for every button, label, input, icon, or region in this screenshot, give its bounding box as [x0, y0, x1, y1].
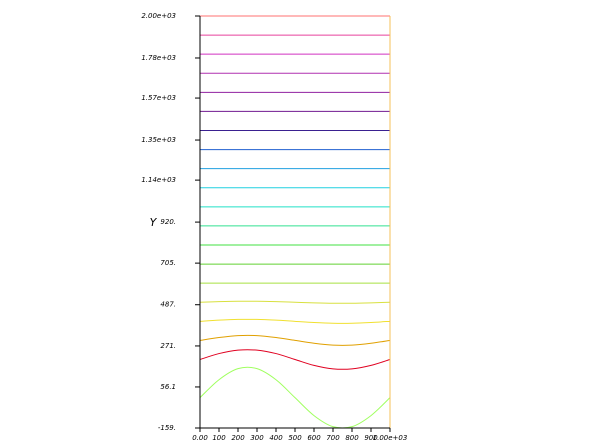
- contour-line: [199, 349, 391, 370]
- y-tick-label: 271.: [160, 342, 176, 350]
- x-tick-label: 500: [288, 434, 302, 441]
- y-tick-label: 1.57e+03: [141, 94, 176, 102]
- x-tick-label: 700: [326, 434, 340, 441]
- contour-line: [199, 318, 391, 324]
- y-tick-label: 705.: [160, 259, 176, 267]
- y-tick-label: 1.14e+03: [141, 176, 176, 184]
- y-tick-label: 1.35e+03: [141, 136, 176, 144]
- x-tick-label: 1.00e+03: [373, 434, 408, 441]
- y-axis-label: Y: [150, 216, 158, 229]
- contour-line: [199, 300, 391, 304]
- x-tick-label: 400: [269, 434, 283, 441]
- y-tick-label: 920.: [160, 218, 176, 226]
- x-tick-label: 200: [231, 434, 245, 441]
- x-tick-label: 300: [250, 434, 264, 441]
- contour-line: [199, 366, 391, 429]
- x-tick-label: 0.00: [192, 434, 208, 441]
- y-tick-label: 487.: [160, 301, 176, 309]
- x-tick-label: 900: [364, 434, 378, 441]
- y-tick-label: 56.1: [160, 383, 176, 391]
- y-tick-label: 2.00e+03: [141, 12, 176, 20]
- x-tick-label: 800: [345, 434, 359, 441]
- contour-line: [199, 334, 391, 346]
- x-tick-label: 600: [307, 434, 321, 441]
- x-tick-label: 100: [212, 434, 226, 441]
- y-tick-label: -159.: [158, 424, 176, 432]
- y-tick-label: 1.78e+03: [141, 54, 176, 62]
